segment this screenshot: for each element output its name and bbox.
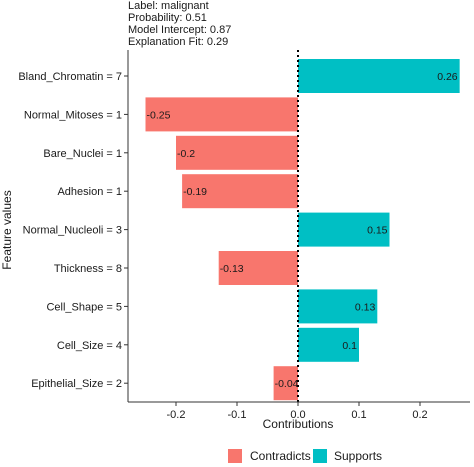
bar-value-label: -0.04 [275, 378, 299, 390]
legend: Contradicts Supports [228, 449, 382, 463]
explanation-fit-text: Explanation Fit: 0.29 [128, 36, 229, 48]
bar-contradicts [273, 366, 298, 401]
y-tick-label: Cell_Size = 4 [57, 340, 122, 352]
bar-value-label: 0.1 [342, 340, 357, 352]
legend-swatch-contradicts [228, 449, 242, 463]
bar-value-label: -0.2 [177, 148, 195, 160]
x-tick-label: 0.1 [351, 409, 366, 421]
y-tick-label: Thickness = 8 [54, 263, 122, 275]
bar-value-label: -0.19 [183, 186, 207, 198]
bar-value-label: -0.13 [220, 263, 244, 275]
model-intercept-text: Model Intercept: 0.87 [128, 24, 232, 36]
y-tick-label: Adhesion = 1 [57, 186, 122, 198]
legend-label-contradicts: Contradicts [250, 449, 311, 463]
y-tick-label: Epithelial_Size = 2 [31, 378, 122, 390]
x-tick-label: 0.0 [290, 409, 305, 421]
bar-contradicts [182, 174, 298, 209]
label-text: Label: malignant [128, 0, 209, 12]
y-tick-label: Bland_Chromatin = 7 [18, 71, 122, 83]
y-axis-title: Feature values [0, 190, 14, 269]
y-tick-label: Normal_Nucleoli = 3 [23, 225, 122, 237]
x-tick-label: -0.2 [167, 409, 186, 421]
axes-layer: Bland_Chromatin = 7 Normal_Mitoses = 1 Bar… [18, 50, 470, 421]
bar-contradicts [176, 135, 298, 170]
bar-value-label: -0.25 [147, 109, 171, 121]
bar-value-label: 0.13 [355, 301, 376, 313]
legend-swatch-supports [313, 449, 327, 463]
x-tick-label: -0.1 [228, 409, 247, 421]
y-tick-label: Bare_Nuclei = 1 [43, 148, 122, 160]
bar-supports [298, 212, 390, 247]
bar-supports [298, 289, 378, 324]
bar-contradicts [145, 97, 298, 132]
x-tick-label: 0.2 [412, 409, 427, 421]
legend-label-supports: Supports [334, 449, 382, 463]
y-tick-label: Cell_Shape = 5 [46, 301, 122, 313]
bar-value-label: 0.26 [437, 71, 458, 83]
bar-supports [298, 327, 359, 362]
bar-value-label: 0.15 [367, 225, 388, 237]
y-tick-label: Normal_Mitoses = 1 [24, 109, 122, 121]
bar-contradicts [218, 251, 298, 285]
bar-supports [298, 59, 460, 93]
probability-text: Probability: 0.51 [128, 12, 207, 24]
bars-layer: 0.26 -0.25 -0.2 -0.19 0.15 -0.13 0.13 0.1 -0.04 [145, 59, 460, 401]
x-axis-title: Contributions [263, 417, 334, 431]
